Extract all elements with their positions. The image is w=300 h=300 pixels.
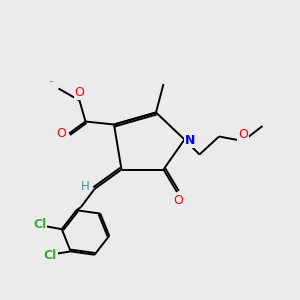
Text: Cl: Cl	[44, 249, 57, 262]
Text: methyl: methyl	[50, 81, 55, 83]
Text: Cl: Cl	[33, 218, 46, 231]
Text: N: N	[185, 134, 195, 148]
Text: O: O	[75, 86, 84, 100]
Text: O: O	[57, 127, 66, 140]
Text: O: O	[238, 128, 248, 141]
Text: O: O	[174, 194, 183, 207]
Text: H: H	[80, 179, 89, 193]
